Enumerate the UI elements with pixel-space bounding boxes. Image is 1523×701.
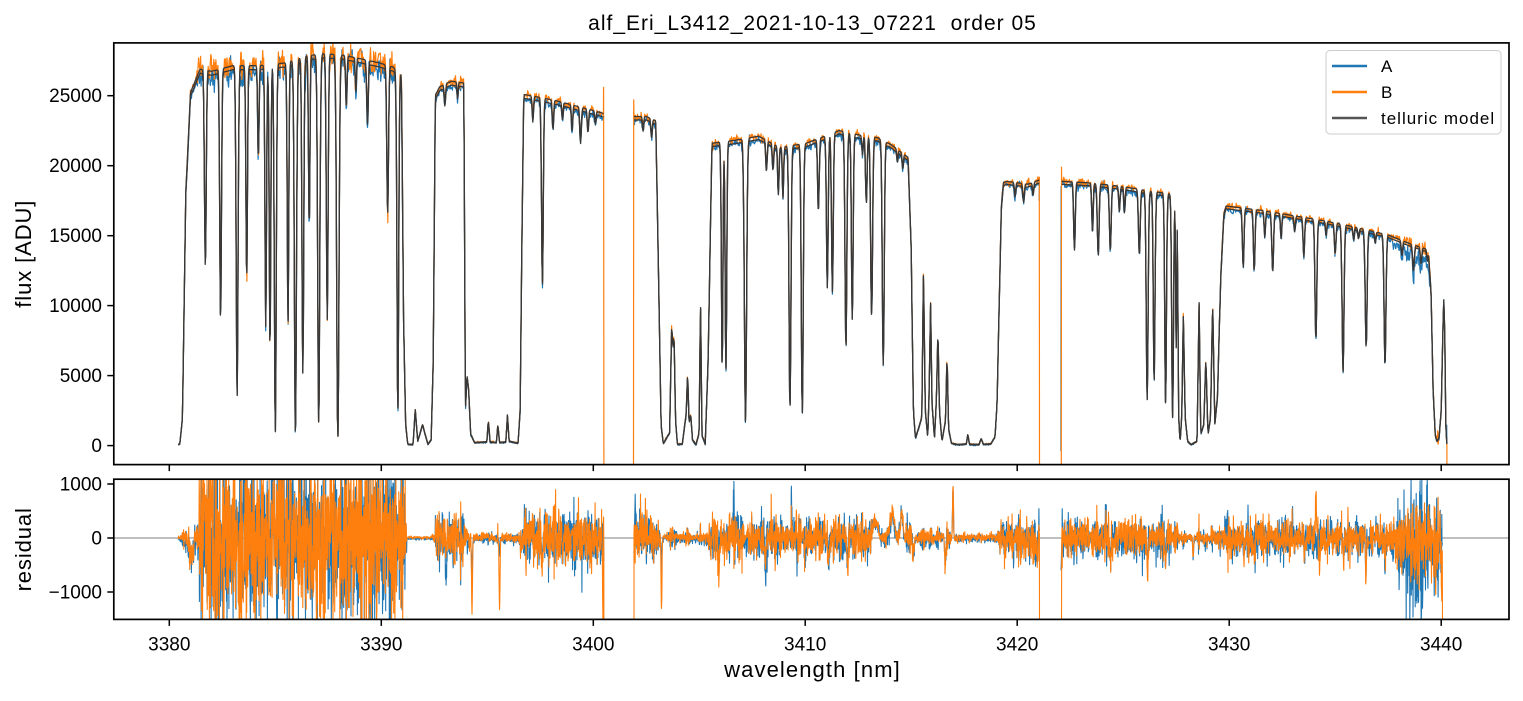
svg-text:3380: 3380	[148, 635, 190, 656]
svg-text:3430: 3430	[1208, 635, 1250, 656]
svg-text:wavelength [nm]: wavelength [nm]	[723, 657, 901, 682]
svg-text:A: A	[1381, 57, 1393, 76]
svg-text:3400: 3400	[572, 635, 614, 656]
svg-text:5000: 5000	[60, 366, 102, 387]
svg-text:10000: 10000	[49, 296, 102, 317]
svg-text:15000: 15000	[49, 226, 102, 247]
svg-text:3440: 3440	[1420, 635, 1462, 656]
svg-text:3410: 3410	[784, 635, 826, 656]
svg-text:3420: 3420	[996, 635, 1038, 656]
svg-text:1000: 1000	[60, 475, 102, 496]
svg-text:telluric model: telluric model	[1381, 109, 1495, 128]
svg-text:−1000: −1000	[49, 583, 102, 604]
svg-text:25000: 25000	[49, 86, 102, 107]
svg-text:residual: residual	[11, 507, 36, 591]
svg-text:alf_Eri_L3412_2021-10-13_07221: alf_Eri_L3412_2021-10-13_07221 order 05	[588, 12, 1037, 35]
svg-text:B: B	[1381, 83, 1393, 102]
svg-text:flux [ADU]: flux [ADU]	[11, 200, 36, 308]
svg-text:3390: 3390	[360, 635, 402, 656]
svg-text:20000: 20000	[49, 156, 102, 177]
svg-text:0: 0	[91, 436, 102, 457]
svg-text:0: 0	[91, 529, 102, 550]
